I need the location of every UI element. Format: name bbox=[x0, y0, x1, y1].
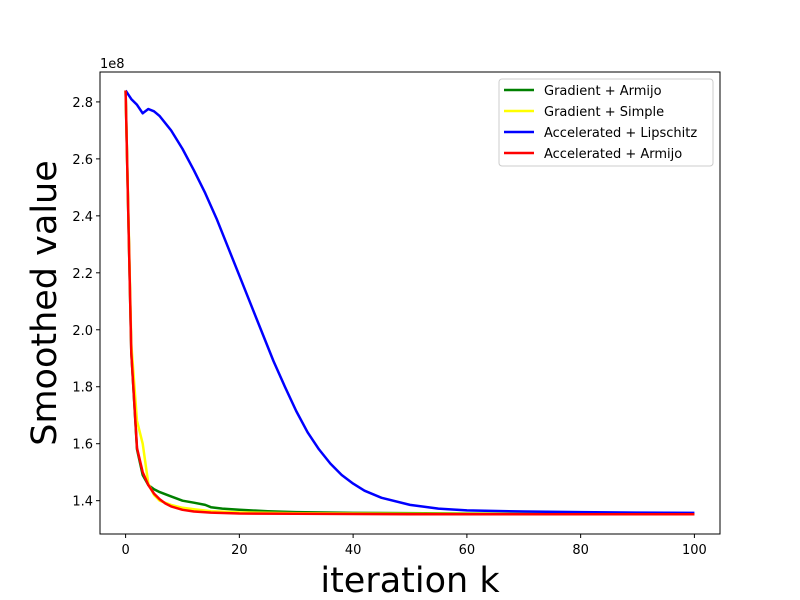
x-tick-label: 60 bbox=[459, 543, 476, 558]
legend-label-2: Gradient + Simple bbox=[544, 105, 664, 120]
series-layer bbox=[124, 89, 695, 516]
legend-label-3: Accelerated + Lipschitz bbox=[544, 126, 697, 141]
x-tick-label: 80 bbox=[572, 543, 589, 558]
y-tick-label: 2.6 bbox=[72, 153, 93, 168]
y-tick-label: 1.8 bbox=[72, 381, 93, 396]
y-tick-label: 2.0 bbox=[72, 324, 93, 339]
x-axis-title: iteration k bbox=[320, 561, 500, 600]
legend: Gradient + Armijo Gradient + Simple Accele… bbox=[498, 78, 714, 167]
x-axis: 0 20 40 60 80 100 bbox=[121, 534, 707, 558]
legend-label-1: Gradient + Armijo bbox=[544, 84, 662, 99]
y-offset-text: 1e8 bbox=[100, 57, 125, 72]
series-line-4 bbox=[124, 90, 695, 516]
legend-label-4: Accelerated + Armijo bbox=[544, 147, 682, 162]
y-tick-label: 1.6 bbox=[72, 438, 93, 453]
legend-box bbox=[498, 78, 714, 167]
plot-frame bbox=[99, 71, 721, 535]
x-tick-label: 0 bbox=[121, 543, 129, 558]
y-axis: 1.4 1.6 1.8 2.0 2.2 2.4 2.6 2.8 bbox=[72, 96, 100, 510]
series-line-3 bbox=[124, 89, 695, 515]
y-axis-title: Smoothed value bbox=[25, 160, 65, 446]
x-tick-label: 100 bbox=[682, 543, 707, 558]
x-tick-label: 40 bbox=[345, 543, 362, 558]
x-tick-label: 20 bbox=[231, 543, 248, 558]
y-tick-label: 1.4 bbox=[72, 495, 93, 510]
y-tick-label: 2.8 bbox=[72, 96, 93, 111]
y-tick-label: 2.4 bbox=[72, 210, 93, 225]
y-tick-label: 2.2 bbox=[72, 267, 93, 282]
